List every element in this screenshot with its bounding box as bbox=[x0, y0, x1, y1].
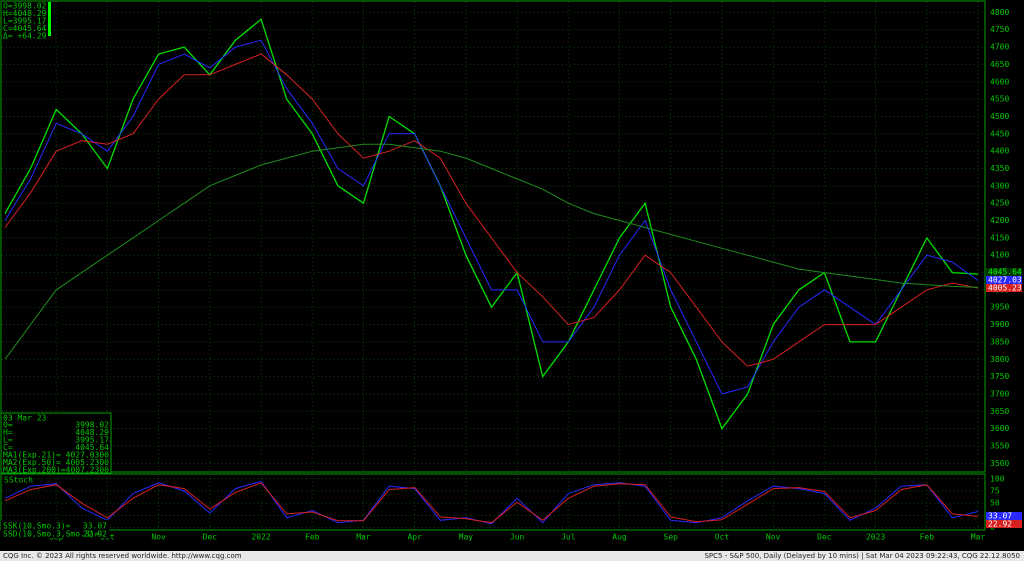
y-tick-label: 75 bbox=[990, 487, 1000, 496]
x-tick-label: Dec bbox=[203, 533, 218, 542]
y-tick-label: 4700 bbox=[990, 43, 1009, 52]
x-tick-label: Sep bbox=[664, 533, 679, 542]
info-value: 4027.0300 bbox=[66, 451, 110, 460]
price-line bbox=[4, 18, 979, 430]
info-label: C= bbox=[3, 443, 13, 452]
header-line: L=3995.17 bbox=[3, 17, 47, 26]
price-tag bbox=[986, 268, 1022, 276]
info-box bbox=[0, 412, 112, 474]
y-tick-label: 4500 bbox=[990, 112, 1009, 121]
info-value: 4048.29 bbox=[75, 428, 109, 437]
info-label: H= bbox=[3, 428, 13, 437]
x-tick-label: Jun bbox=[510, 533, 525, 542]
y-tick-label: 4650 bbox=[990, 60, 1009, 69]
x-tick-label: Apr bbox=[407, 533, 422, 542]
y-tick-label: 4150 bbox=[990, 233, 1009, 242]
y-tick-label: 4550 bbox=[990, 95, 1009, 104]
y-tick-label: 3800 bbox=[990, 355, 1009, 364]
y-tick-label: 4600 bbox=[990, 77, 1009, 86]
x-tick-label: Oct bbox=[715, 533, 730, 542]
stoch-value: 22.92 bbox=[83, 530, 107, 539]
y-tick-label: 4750 bbox=[990, 25, 1009, 34]
y-tick-label: 3950 bbox=[990, 303, 1009, 312]
info-value: 3995.17 bbox=[75, 436, 109, 445]
y-tick-label: 3850 bbox=[990, 337, 1009, 346]
y-tick-label: 4800 bbox=[990, 8, 1009, 17]
x-tick-label: Feb bbox=[305, 533, 320, 542]
stoch-tag-label: 22.92 bbox=[988, 520, 1012, 529]
stoch-legend bbox=[1, 520, 109, 538]
x-tick-label: May bbox=[459, 533, 474, 542]
price-tag-label: 4027.03 bbox=[988, 276, 1022, 285]
header-line: H=4048.29 bbox=[3, 9, 47, 18]
info-value: 4007.2300 bbox=[66, 466, 110, 475]
y-tick-label: 3650 bbox=[990, 407, 1009, 416]
stoch-label: SSK(10,Smo.3)= bbox=[3, 522, 71, 531]
y-tick-label: 4300 bbox=[990, 181, 1009, 190]
x-tick-label: Mar bbox=[356, 533, 371, 542]
x-tick-label: Nov bbox=[151, 533, 166, 542]
price-tag bbox=[986, 276, 1022, 284]
y-tick-label: 4200 bbox=[990, 216, 1009, 225]
y-tick-label: 3500 bbox=[990, 459, 1009, 468]
y-tick-label: 3750 bbox=[990, 372, 1009, 381]
x-tick-label: Mar bbox=[971, 533, 986, 542]
moving-average bbox=[4, 143, 979, 360]
x-tick-label: Feb bbox=[920, 533, 935, 542]
stoch-title: SStoch bbox=[4, 476, 33, 485]
info-label: O= bbox=[3, 421, 13, 430]
info-label: MA2(Exp.50)= bbox=[3, 458, 61, 467]
info-value: 4005.2300 bbox=[66, 458, 110, 467]
y-tick-label: 50 bbox=[990, 499, 1000, 508]
price-tag bbox=[986, 284, 1022, 292]
y-tick-label: 100 bbox=[990, 474, 1005, 483]
info-label: MA1(Exp.21)= bbox=[3, 451, 61, 460]
x-tick-label: 2022 bbox=[251, 533, 270, 542]
header-bar bbox=[48, 2, 51, 36]
info-value: 3998.02 bbox=[75, 421, 109, 430]
y-tick-label: 4350 bbox=[990, 164, 1009, 173]
y-tick-label: 4250 bbox=[990, 199, 1009, 208]
info-label: L= bbox=[3, 436, 13, 445]
y-tick-label: 4450 bbox=[990, 129, 1009, 138]
y-tick-label: 3700 bbox=[990, 389, 1009, 398]
y-tick-label: 4100 bbox=[990, 251, 1009, 260]
stoch-panel bbox=[0, 473, 986, 531]
y-tick-label: 3600 bbox=[990, 424, 1009, 433]
x-tick-label: Dec bbox=[817, 533, 832, 542]
copyright: CQG Inc. © 2023 All rights reserved worl… bbox=[3, 552, 242, 560]
moving-average bbox=[4, 53, 979, 367]
footer bbox=[0, 551, 1024, 561]
stoch-tag-label: 33.07 bbox=[988, 512, 1012, 521]
chart-title: SPC5 - S&P 500, Daily (Delayed by 10 min… bbox=[704, 552, 1020, 560]
price-panel bbox=[0, 0, 986, 473]
info-date: 03 Mar 23 bbox=[3, 414, 47, 423]
moving-average bbox=[4, 39, 979, 395]
header-line: Δ= +64.29 bbox=[3, 32, 47, 41]
info-value: 4045.64 bbox=[75, 443, 109, 452]
x-tick-label: 2023 bbox=[866, 533, 885, 542]
x-tick-label: Jul bbox=[561, 533, 576, 542]
header-line: C=4045.64 bbox=[3, 24, 47, 33]
header-line: O=3998.02 bbox=[3, 2, 47, 11]
y-tick-label: 3550 bbox=[990, 441, 1009, 450]
stoch-tag bbox=[986, 520, 1022, 528]
stoch-label: SSD(10,Smo.3,Smo.3)= bbox=[3, 530, 100, 539]
stoch-tag bbox=[986, 512, 1022, 520]
stoch-value: 33.07 bbox=[83, 522, 107, 531]
info-label: MA3(Exp.200)= bbox=[3, 466, 66, 475]
y-tick-label: 3900 bbox=[990, 320, 1009, 329]
y-tick-label: 4400 bbox=[990, 147, 1009, 156]
price-tag-label: 4005.23 bbox=[988, 284, 1022, 293]
stoch-line bbox=[4, 482, 979, 524]
x-tick-label: Aug bbox=[612, 533, 627, 542]
x-tick-label: Nov bbox=[766, 533, 781, 542]
price-tag-label: 4045.64 bbox=[988, 268, 1022, 277]
